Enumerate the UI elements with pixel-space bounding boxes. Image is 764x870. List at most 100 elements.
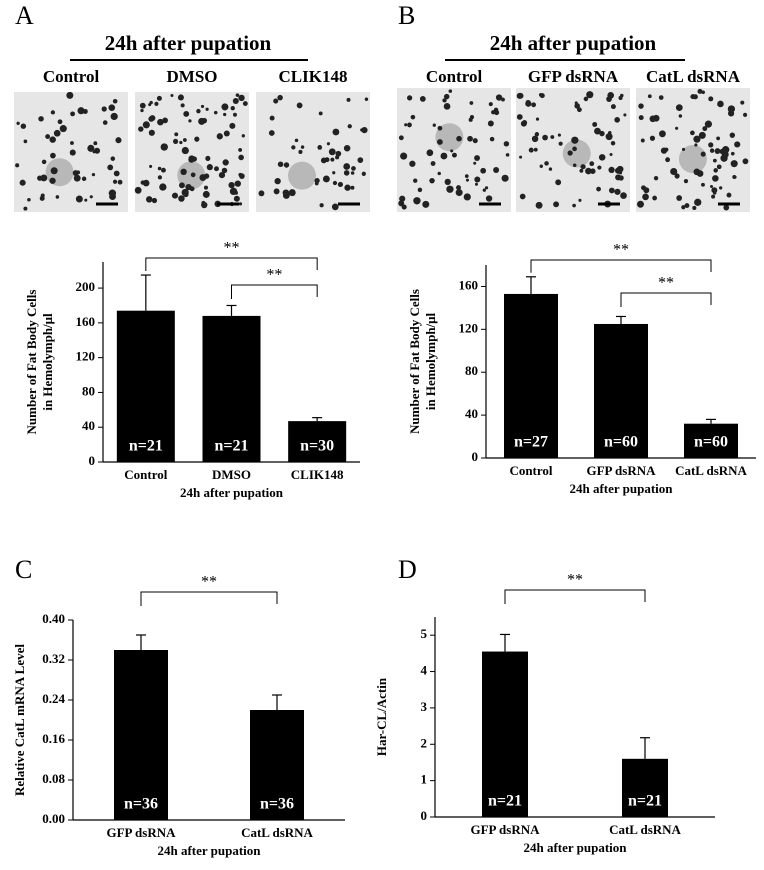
- cell: [324, 157, 330, 163]
- cell: [413, 197, 421, 205]
- cell: [92, 150, 96, 154]
- y-tick-label: 0: [89, 453, 96, 468]
- cell: [41, 159, 47, 165]
- y-tick-label: 0.24: [42, 691, 65, 706]
- cell: [183, 191, 189, 198]
- cell: [558, 141, 563, 146]
- cell: [474, 155, 480, 161]
- cell: [702, 126, 708, 132]
- y-tick-label: 160: [459, 277, 479, 292]
- cell: [578, 198, 582, 202]
- y-tick-label: 80: [465, 363, 478, 378]
- significance-label: **: [658, 275, 674, 292]
- y-tick-label: 0.16: [42, 731, 65, 746]
- cell: [701, 90, 705, 95]
- cell: [142, 121, 150, 129]
- x-tick-label: CatL dsRNA: [609, 822, 681, 837]
- cell: [649, 135, 656, 141]
- cell: [53, 129, 61, 137]
- cell: [218, 171, 226, 179]
- cell: [694, 198, 702, 206]
- cell: [474, 176, 481, 183]
- cell: [585, 167, 592, 175]
- cell: [437, 125, 443, 131]
- cell: [534, 132, 540, 137]
- cell: [717, 100, 724, 108]
- cell: [221, 167, 228, 174]
- cell: [149, 164, 153, 168]
- cell: [709, 148, 715, 153]
- n-label: n=36: [124, 796, 158, 813]
- image-label: GFP dsRNA: [528, 67, 619, 86]
- cell: [107, 164, 114, 171]
- cell: [157, 118, 164, 126]
- cell: [430, 161, 436, 166]
- cell: [269, 115, 275, 121]
- cell: [474, 182, 478, 186]
- y-tick-label: 160: [76, 314, 96, 329]
- cell: [273, 98, 279, 104]
- cell: [148, 129, 155, 136]
- cell: [238, 202, 243, 206]
- cell: [701, 182, 705, 187]
- cell: [157, 175, 163, 180]
- cell: [448, 89, 453, 93]
- cell: [503, 141, 510, 147]
- cell: [684, 203, 690, 209]
- x-tick-label: CatL dsRNA: [675, 463, 747, 478]
- cell: [190, 172, 196, 178]
- cell: [501, 174, 509, 182]
- cell: [451, 152, 457, 158]
- bar: [116, 310, 175, 462]
- cell: [528, 147, 534, 153]
- y-tick-label: 80: [82, 383, 95, 398]
- cell: [609, 152, 613, 156]
- cell: [643, 187, 650, 194]
- cell: [557, 133, 561, 137]
- cell: [493, 166, 500, 173]
- cell: [586, 91, 594, 99]
- cell: [704, 120, 712, 128]
- micrograph-center: [562, 139, 591, 168]
- cell: [364, 97, 369, 101]
- cell: [495, 94, 503, 101]
- image-label: CLIK148: [279, 67, 348, 86]
- cell: [216, 133, 223, 140]
- cell: [690, 130, 695, 136]
- y-axis-label: Relative CatL mRNA Level: [12, 644, 27, 796]
- cell: [555, 179, 562, 186]
- cell: [652, 195, 658, 201]
- cell: [464, 174, 469, 179]
- y-tick-label: 4: [421, 663, 428, 678]
- cell: [344, 184, 351, 191]
- y-tick-label: 120: [76, 349, 96, 364]
- cell: [444, 178, 451, 186]
- n-label: n=27: [514, 434, 548, 451]
- y-tick-label: 0.32: [42, 651, 65, 666]
- cell: [139, 102, 146, 109]
- cell: [205, 107, 209, 111]
- cell: [317, 145, 323, 150]
- cell: [206, 164, 213, 171]
- cell: [177, 94, 184, 101]
- micrograph-center: [678, 145, 707, 174]
- cell: [108, 189, 117, 197]
- x-tick-label: CatL dsRNA: [241, 825, 313, 840]
- cell: [50, 152, 56, 159]
- cell: [419, 95, 426, 102]
- cell: [140, 180, 145, 185]
- cell: [148, 116, 155, 122]
- y-tick-label: 0.00: [42, 811, 65, 826]
- cell: [81, 176, 87, 182]
- significance-label: **: [266, 267, 282, 284]
- cell: [407, 122, 412, 128]
- micrograph: [14, 91, 128, 212]
- cell: [432, 123, 436, 127]
- micrograph: [397, 88, 511, 212]
- bar: [594, 323, 648, 458]
- y-tick-label: 0.40: [42, 611, 65, 626]
- cell: [610, 104, 616, 110]
- cell: [456, 185, 461, 191]
- cell: [298, 149, 303, 155]
- cell: [274, 177, 281, 185]
